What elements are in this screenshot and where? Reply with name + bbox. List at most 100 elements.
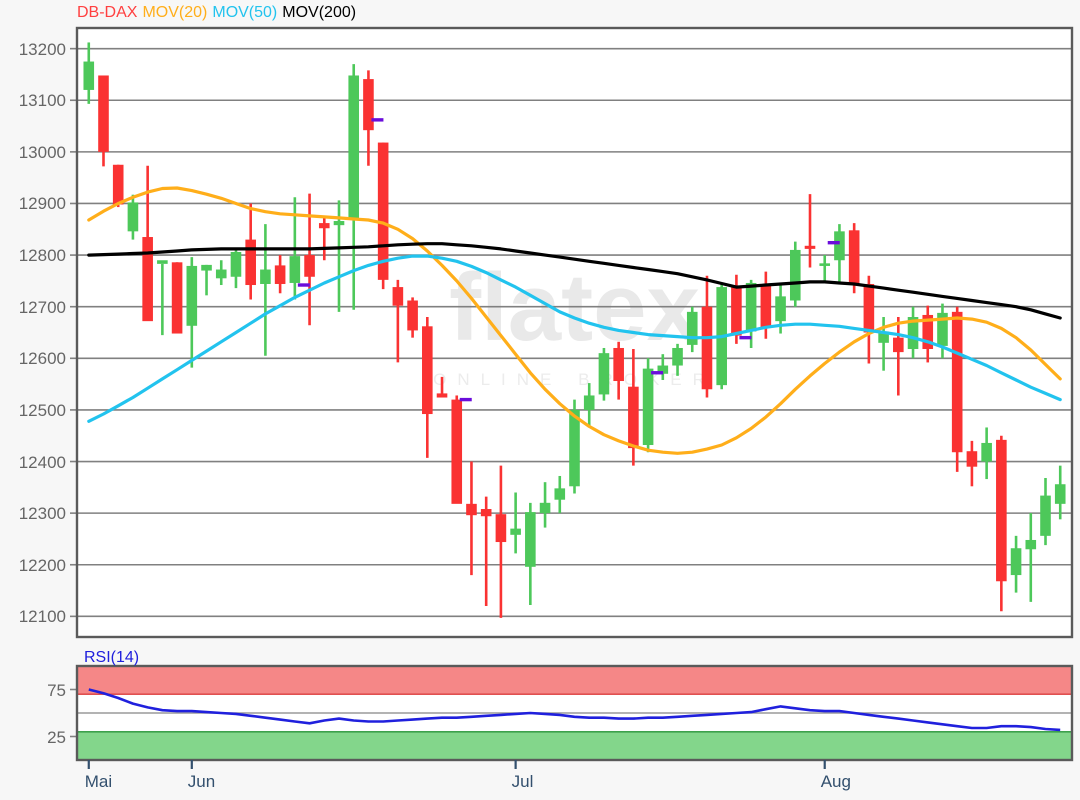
candle-body — [98, 75, 109, 152]
candle-body — [127, 202, 139, 232]
candle-body — [1025, 539, 1037, 550]
candle-body — [260, 269, 271, 284]
candle-body — [701, 306, 713, 390]
candle-body — [804, 245, 816, 249]
rsi-oversold-zone — [77, 731, 1072, 760]
candle-body — [657, 365, 669, 374]
candle-body — [966, 451, 978, 467]
price-panel-border — [75, 26, 1074, 639]
candle-body — [215, 269, 227, 279]
candle-body — [112, 164, 124, 205]
candle-body — [996, 439, 1007, 582]
candlestick-series — [83, 42, 1066, 618]
candle-body — [937, 312, 948, 346]
candle-body — [333, 221, 345, 226]
candle-body — [83, 61, 95, 90]
rsi-title: RSI(14) — [84, 649, 139, 666]
candle-body — [951, 311, 963, 453]
mov50-line — [87, 254, 1062, 423]
candle-body — [348, 75, 360, 220]
candle-body — [230, 251, 242, 277]
candle-body — [304, 255, 315, 277]
candle-body — [363, 79, 374, 131]
legend-symbol: DB-DAX — [77, 4, 138, 21]
candle-body — [392, 287, 404, 306]
candle-body — [760, 285, 772, 328]
candle-body — [981, 442, 992, 462]
candle-body — [554, 488, 566, 500]
price-y-label: 12100 — [18, 607, 66, 627]
x-axis-label: Jun — [187, 772, 216, 791]
candle-body — [377, 142, 389, 280]
candle-body — [789, 249, 801, 301]
candle-body — [274, 265, 286, 284]
price-y-label: 13100 — [18, 91, 66, 111]
candle-body — [628, 386, 639, 449]
price-y-label: 12600 — [18, 349, 66, 369]
price-plot-background — [77, 28, 1072, 637]
candle-body — [834, 231, 845, 261]
price-y-label: 12500 — [18, 400, 66, 420]
candle-body — [407, 300, 418, 331]
candle-body — [510, 528, 521, 535]
x-axis-label: Jul — [511, 772, 534, 791]
candle-body — [922, 314, 934, 350]
candle-body — [686, 311, 698, 345]
price-y-label: 13000 — [18, 142, 66, 162]
candle-body — [731, 286, 742, 336]
candle-body — [480, 509, 492, 517]
price-y-label: 13200 — [18, 39, 66, 59]
candle-body — [863, 283, 875, 333]
candle-body — [157, 260, 168, 264]
price-y-label: 12400 — [18, 452, 66, 472]
rsi-overbought-zone — [77, 666, 1072, 695]
candle-body — [613, 347, 624, 382]
mov20-line — [87, 186, 1062, 455]
candle-body — [672, 347, 683, 366]
candle-body — [848, 230, 860, 286]
candle-body — [171, 262, 183, 334]
candle-body — [642, 368, 654, 446]
candle-body — [142, 237, 153, 322]
chart-legend: DB-DAX MOV(20) MOV(50) MOV(200) — [77, 4, 361, 22]
price-y-label: 12800 — [18, 246, 66, 266]
rsi-y-label: 75 — [47, 680, 66, 700]
rsi-y-label: 25 — [47, 727, 66, 747]
candle-body — [436, 393, 448, 398]
x-axis-label: Aug — [820, 772, 851, 791]
candle-body — [819, 263, 831, 266]
candle-body — [539, 502, 551, 514]
candle-body — [466, 503, 477, 516]
candle-body — [598, 353, 610, 395]
candle-body — [1054, 484, 1066, 504]
candle-body — [525, 512, 536, 567]
candle-body — [495, 514, 507, 543]
candle-body — [201, 264, 212, 271]
price-y-label: 12200 — [18, 555, 66, 575]
candle-body — [451, 399, 463, 504]
candle-body — [1010, 548, 1022, 576]
candle-body — [583, 395, 595, 410]
candle-body — [318, 223, 330, 229]
x-axis-label: Mai — [84, 772, 113, 791]
watermark-tagline: ONLINE BROKER — [433, 370, 716, 389]
candle-body — [1040, 495, 1051, 536]
price-y-label: 12900 — [18, 194, 66, 214]
legend-mov50: MOV(50) — [212, 4, 278, 21]
candle-body — [775, 296, 786, 322]
candle-body — [745, 282, 757, 332]
candle-body — [569, 409, 580, 487]
legend-mov200: MOV(200) — [282, 4, 357, 21]
price-y-label: 12700 — [18, 297, 66, 317]
rsi-line — [88, 688, 1061, 732]
candle-body — [245, 239, 256, 286]
candle-body — [422, 326, 433, 415]
legend-mov20: MOV(20) — [142, 4, 208, 21]
candle-body — [289, 256, 301, 283]
candle-body — [907, 317, 919, 350]
mov200-line — [87, 242, 1062, 320]
session-markers — [297, 118, 840, 402]
candle-body — [186, 265, 198, 326]
price-y-label: 12300 — [18, 504, 66, 524]
